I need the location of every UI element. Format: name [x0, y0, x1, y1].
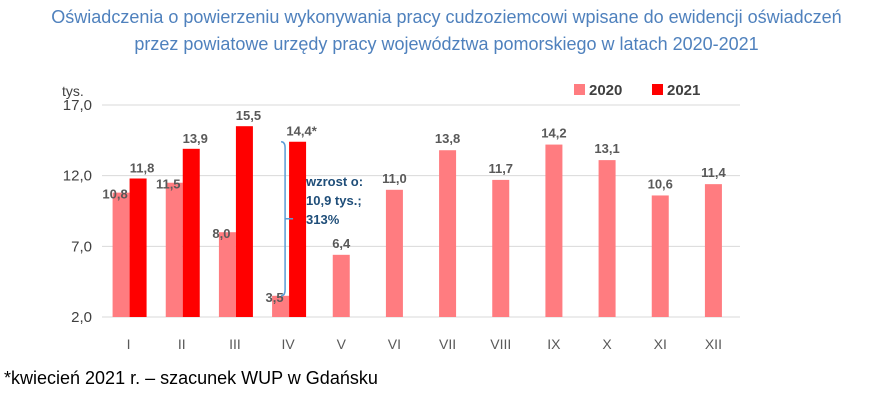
data-label-2021-II: 13,9 — [183, 131, 208, 146]
data-label-2020-I: 10,8 — [102, 187, 127, 202]
data-label-2020-V: 6,4 — [332, 236, 351, 251]
data-label-2021-III: 15,5 — [236, 108, 261, 123]
data-label-2020-III: 8,0 — [212, 226, 230, 241]
bar-2020-XI — [651, 195, 669, 317]
data-label-2021-I: 11,8 — [130, 160, 155, 175]
x-tick-label-V: V — [337, 336, 347, 352]
x-tick-label-III: III — [229, 336, 241, 352]
legend-swatch-2021 — [652, 84, 663, 95]
bar-2020-VIII — [492, 179, 510, 317]
x-tick-label-IV: IV — [281, 336, 295, 352]
bar-2021-I — [129, 178, 147, 317]
x-tick-label-II: II — [178, 336, 186, 352]
x-tick-label-XII: XII — [705, 336, 722, 352]
bar-2020-XII — [704, 184, 722, 317]
x-tick-label-XI: XI — [654, 336, 667, 352]
bar-2020-II — [165, 182, 183, 317]
footnote: *kwiecień 2021 r. – szacunek WUP w Gdańs… — [4, 368, 378, 388]
y-tick-label-1: 7,0 — [71, 238, 92, 255]
x-tick-label-IX: IX — [547, 336, 561, 352]
growth-annotation-line-1: wzrost o: — [305, 174, 363, 189]
chart-title: Oświadczenia o powierzeniu wykonywania p… — [0, 4, 893, 58]
bar-2021-II — [182, 148, 200, 317]
bar-2020-X — [598, 160, 616, 317]
chart-title-line-2: przez powiatowe urzędy pracy województwa… — [134, 34, 759, 54]
x-tick-label-VII: VII — [439, 336, 456, 352]
bar-2020-IV — [272, 295, 290, 317]
x-tick-label-I: I — [127, 336, 131, 352]
data-label-2020-XII: 11,4 — [701, 165, 726, 180]
y-axis-unit: tys. — [62, 83, 84, 99]
bar-2020-VII — [439, 150, 457, 317]
x-tick-label-VI: VI — [388, 336, 401, 352]
bar-2020-IX — [545, 144, 563, 317]
data-label-2020-II: 11,5 — [156, 177, 181, 192]
y-tick-label-3: 17,0 — [63, 97, 92, 114]
y-tick-label-2: 12,0 — [63, 168, 92, 185]
growth-bracket — [281, 140, 286, 297]
growth-annotation-line-2: 10,9 tys.; — [306, 193, 362, 208]
data-label-2021-IV: 14,4* — [286, 124, 317, 139]
bar-2020-I — [112, 192, 130, 317]
legend-label-2020: 2020 — [589, 82, 622, 99]
bar-2020-VI — [385, 189, 403, 317]
data-label-2020-XI: 10,6 — [648, 176, 673, 191]
data-label-2020-VIII: 11,7 — [488, 161, 513, 176]
x-tick-label-VIII: VIII — [490, 336, 511, 352]
chart-title-line-1: Oświadczenia o powierzeniu wykonywania p… — [51, 7, 842, 27]
data-label-2020-X: 13,1 — [594, 141, 619, 156]
data-label-2020-IV: 3,5 — [266, 290, 284, 305]
data-label-2020-IX: 14,2 — [541, 126, 566, 141]
data-label-2020-VI: 11,0 — [382, 171, 407, 186]
data-label-2020-VII: 13,8 — [435, 131, 460, 146]
growth-annotation-line-3: 313% — [306, 212, 340, 227]
bar-2021-IV — [289, 141, 307, 317]
legend-label-2021: 2021 — [667, 82, 700, 99]
bar-2020-V — [332, 254, 350, 317]
y-tick-label-0: 2,0 — [71, 309, 92, 326]
bar-chart: tys. 2,0 7,0 12,0 17,0 10,811,8 I 11,5 13,9 II 8,0… — [62, 82, 740, 352]
bar-2021-III — [235, 126, 253, 317]
x-tick-label-X: X — [602, 336, 612, 352]
bar-2020-III — [218, 232, 236, 317]
legend-swatch-2020 — [574, 84, 585, 95]
